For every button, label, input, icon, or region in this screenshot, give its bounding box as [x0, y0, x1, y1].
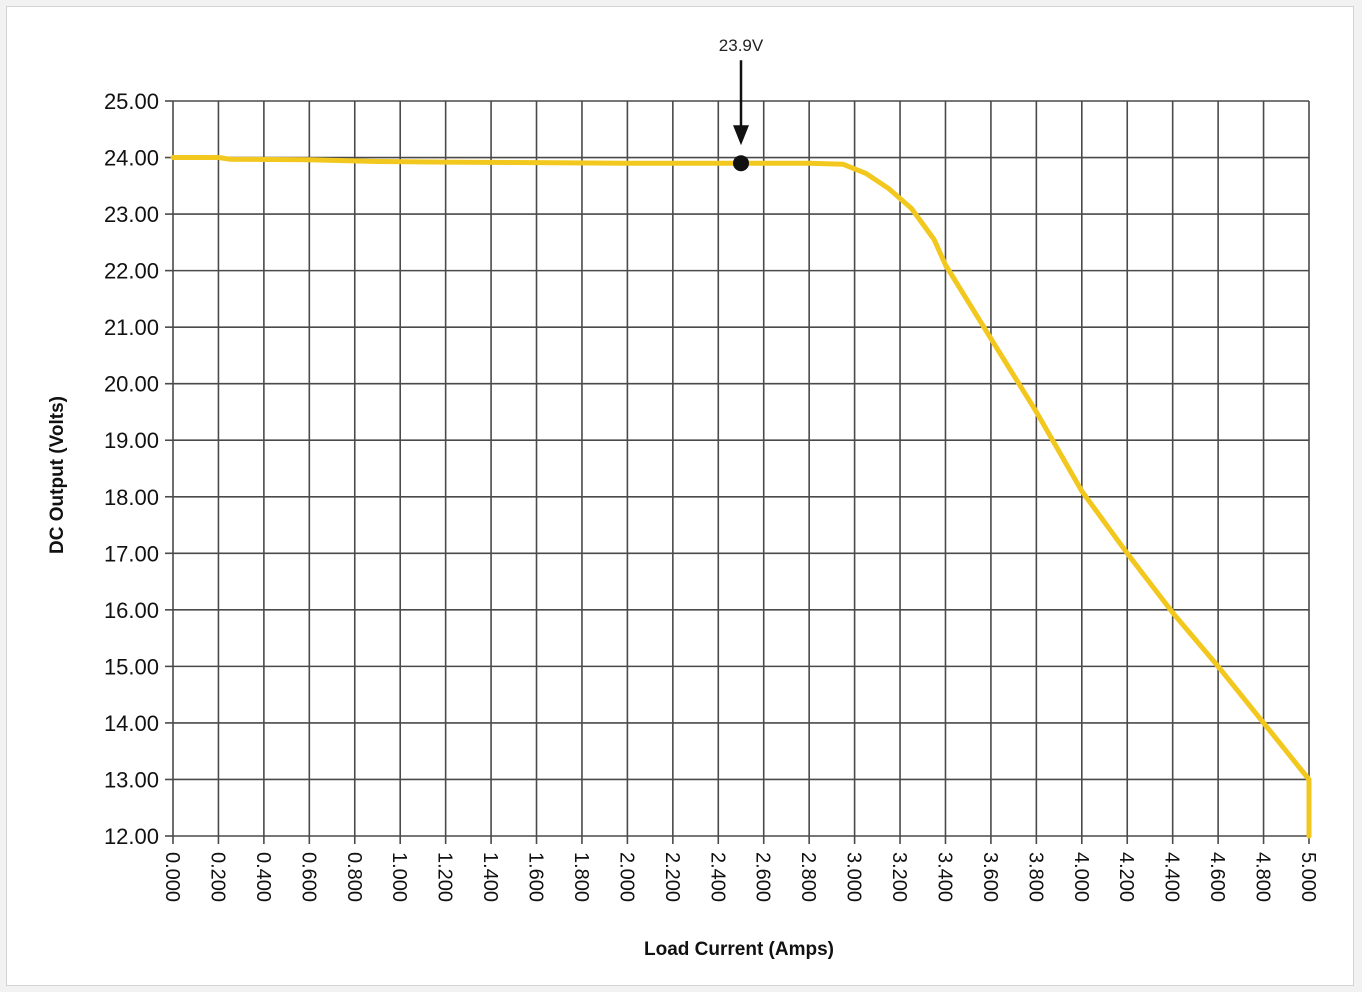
series-line — [170, 155, 1312, 839]
x-tick-label: 2.400 — [706, 852, 728, 902]
x-tick-label: 3.200 — [888, 852, 910, 902]
y-tick-label: 16.00 — [104, 598, 159, 623]
x-tick-label: 4.400 — [1161, 852, 1183, 902]
x-tick-label: 0.800 — [343, 852, 365, 902]
y-tick-label: 20.00 — [104, 372, 159, 397]
x-tick-label: 3.600 — [979, 852, 1001, 902]
x-tick-label: 2.000 — [615, 852, 637, 902]
x-tick-label: 1.400 — [479, 852, 501, 902]
annotations: 23.9V — [719, 36, 764, 172]
chart-svg: 12.00 13.00 14.00 15.00 16.00 17.00 18.00 19.00… — [47, 36, 1319, 960]
x-tick-label: 0.000 — [161, 852, 183, 902]
x-tick-label: 0.400 — [252, 852, 274, 902]
annotation-label: 23.9V — [719, 36, 764, 55]
x-tick-label: 2.800 — [797, 852, 819, 902]
y-tick-label: 12.00 — [104, 824, 159, 849]
y-tick-label: 19.00 — [104, 428, 159, 453]
y-tick-label: 21.00 — [104, 315, 159, 340]
annotation-point — [733, 155, 749, 172]
series-group — [170, 155, 1312, 839]
y-tick-label: 14.00 — [104, 711, 159, 736]
x-tick-label: 1.600 — [525, 852, 547, 902]
y-tick-label: 23.00 — [104, 202, 159, 227]
y-tick-label: 22.00 — [104, 259, 159, 284]
x-tick-label: 3.000 — [843, 852, 865, 902]
chart-frame: 12.00 13.00 14.00 15.00 16.00 17.00 18.00 19.00… — [6, 6, 1354, 986]
plot-area — [173, 101, 1309, 836]
y-tick-label: 18.00 — [104, 485, 159, 510]
y-tick-label: 24.00 — [104, 146, 159, 171]
y-tick-labels: 12.00 13.00 14.00 15.00 16.00 17.00 18.00 19.00… — [104, 89, 159, 849]
y-tick-label: 13.00 — [104, 767, 159, 792]
x-tick-label: 4.800 — [1252, 852, 1274, 902]
y-tick-label: 25.00 — [104, 89, 159, 114]
x-tick-label: 4.600 — [1206, 852, 1228, 902]
x-tick-label: 2.600 — [752, 852, 774, 902]
x-tick-label: 1.200 — [434, 852, 456, 902]
x-tick-label: 0.600 — [297, 852, 319, 902]
x-tick-label: 4.200 — [1115, 852, 1137, 902]
y-tick-label: 15.00 — [104, 654, 159, 679]
x-tick-label: 0.200 — [206, 852, 228, 902]
x-tick-label: 4.000 — [1070, 852, 1092, 902]
annotation-arrow-head — [733, 125, 749, 146]
x-tick-label: 1.800 — [570, 852, 592, 902]
x-tick-label: 5.000 — [1297, 852, 1319, 902]
y-axis-title: DC Output (Volts) — [47, 396, 68, 554]
y-tick-label: 17.00 — [104, 541, 159, 566]
x-tick-label: 2.200 — [661, 852, 683, 902]
x-tick-label: 3.800 — [1024, 852, 1046, 902]
x-tick-label: 1.000 — [388, 852, 410, 902]
x-tick-labels: 0.000 0.200 0.400 0.600 0.800 1.000 1.200 1.400… — [161, 852, 1319, 902]
x-axis-title: Load Current (Amps) — [644, 939, 834, 960]
x-tick-label: 3.400 — [933, 852, 955, 902]
